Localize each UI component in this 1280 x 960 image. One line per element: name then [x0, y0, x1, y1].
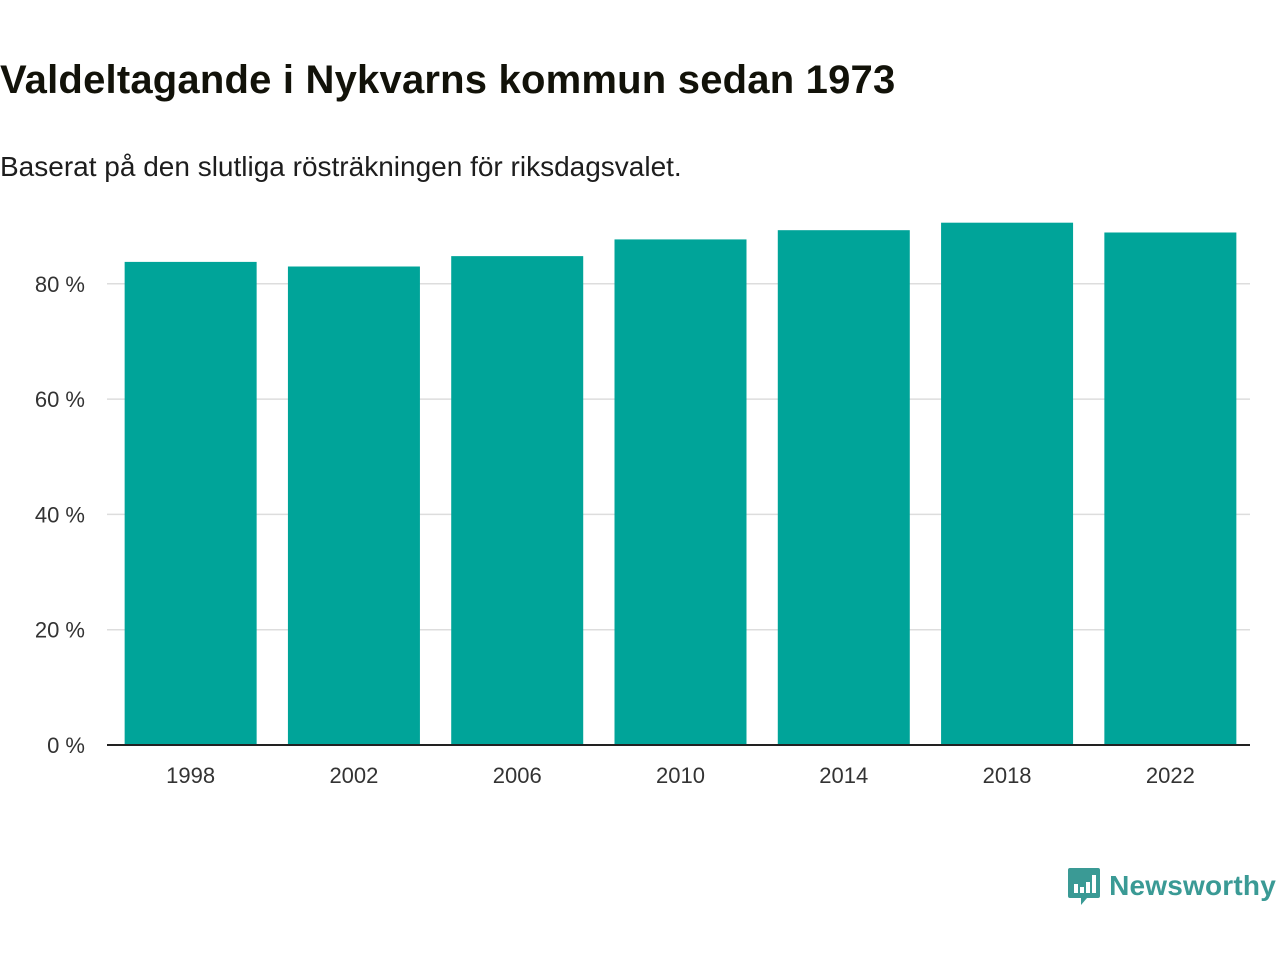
y-tick-label: 20 %	[35, 618, 85, 643]
x-tick-label: 2014	[819, 763, 868, 788]
brand-name: Newsworthy	[1109, 870, 1276, 901]
chart-subtitle: Baserat på den slutliga rösträkningen fö…	[0, 151, 682, 182]
bar-2022	[1104, 232, 1237, 745]
bar-1998	[124, 261, 257, 745]
x-tick-label: 2022	[1146, 763, 1195, 788]
x-tick-label: 2010	[656, 763, 705, 788]
bar-chart-speech-bubble-icon	[1068, 868, 1101, 905]
x-tick-label: 2018	[983, 763, 1032, 788]
bars	[124, 222, 1237, 746]
y-tick-label: 0 %	[47, 733, 85, 758]
bar-2014	[777, 230, 910, 746]
bar-2010	[614, 239, 747, 746]
x-axis-ticks: 1998 2002 2006 2010 2014 2018 2022	[166, 763, 1195, 788]
y-tick-label: 80 %	[35, 272, 85, 297]
y-tick-label: 60 %	[35, 387, 85, 412]
x-tick-label: 2002	[329, 763, 378, 788]
x-tick-label: 2006	[493, 763, 542, 788]
chart-title: Valdeltagande i Nykvarns kommun sedan 19…	[0, 58, 896, 102]
y-axis-ticks: 0 % 20 % 40 % 60 % 80 %	[35, 272, 85, 758]
x-tick-label: 1998	[166, 763, 215, 788]
y-tick-label: 40 %	[35, 502, 85, 527]
newsworthy-branding: Newsworthy	[1067, 866, 1276, 906]
bar-2002	[287, 266, 420, 745]
bar-2006	[451, 256, 584, 745]
bar-2018	[941, 222, 1074, 746]
